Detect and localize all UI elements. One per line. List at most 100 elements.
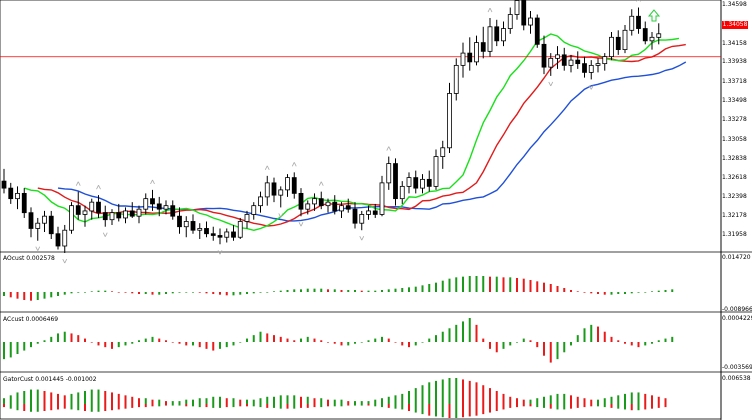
aocust-bar [259,292,262,293]
current-price-label: 1.34058 [722,21,748,29]
candle-body [8,187,14,200]
candle-body [190,221,196,231]
accust-bar [185,342,188,346]
gator-bar [387,404,390,408]
candle-body [474,42,479,63]
candle-body [204,228,209,235]
aocust-bar [603,292,606,295]
gator-bar [30,389,32,404]
candle-body [636,15,641,29]
gator-bar [104,391,107,404]
price-axis-tick: 1.33278 [722,116,747,123]
gator-bar [414,388,417,404]
gator-bar [144,404,147,408]
accust-bar [144,338,147,342]
gator-bar [205,404,208,408]
gator-bar [219,396,221,404]
gator-bar [529,404,532,407]
aocust-bar [624,292,626,294]
candle-body [339,205,344,212]
gator-bar [84,404,86,411]
fractal-down-marker [102,232,108,237]
candle-body [629,15,635,31]
aocust-bar [77,292,80,293]
accust-bar [77,335,80,342]
aocust-bar [111,291,113,292]
candle-body [75,205,81,215]
candle-body [298,192,304,210]
accust-bar [117,342,120,348]
gator-bar [205,398,208,404]
gator-bar [549,404,552,409]
aocust-bar [583,292,586,293]
accust-bar [529,340,532,342]
aocust-bar [232,292,235,296]
accust-bar [543,342,545,356]
accust-bar [428,338,431,342]
accust-bar [387,338,390,342]
aocust-bar [354,290,356,292]
candle-body [177,215,182,228]
gator-bar [570,395,572,404]
gator-bar [158,399,161,404]
aocust-bar [651,291,653,292]
gator-bar [441,379,444,404]
candle-body [548,57,554,68]
gator-bar [138,404,140,408]
candle-body [521,0,527,26]
gator-bar [16,392,19,404]
accust-bar [219,342,221,349]
fractal-down-marker [548,81,554,87]
aocust-bar [165,292,167,294]
gator-bar [111,392,113,404]
gator-bar [576,404,579,408]
accust-bar [644,342,647,346]
aocust-bar [57,292,59,296]
gator-bar [340,404,343,407]
gator-bar [219,404,221,408]
gator-bar [428,382,431,404]
aocust-bar [441,280,444,292]
accust-bar [414,342,417,346]
gator-bar [462,404,464,418]
gator-bar [529,399,532,404]
candle-body [237,221,243,238]
accust-bar [549,342,552,363]
gator-bar [225,404,228,408]
gator-bar [327,399,329,404]
candle-body [420,178,425,189]
accust-bar [617,340,620,342]
gator-bar [198,398,201,404]
gator-bar [70,404,73,410]
accust-bar [468,318,471,342]
gator-bar [212,404,215,408]
candle-body [480,42,486,52]
candle-body [642,28,648,42]
aocust-bar [171,292,174,294]
candle-body [82,210,88,215]
aocust-bar [630,292,633,294]
fractal-up-marker [487,7,493,13]
aocust-bar [401,288,404,292]
gator-bar [273,404,275,408]
aocust-bar [151,292,154,295]
accust-bar [360,342,363,343]
aocust-bar [144,292,147,294]
gator-bar [617,404,620,409]
gator-bar [563,393,566,404]
aocust-bar [219,292,221,295]
accust-bar [70,333,73,342]
candle-body [197,228,203,231]
aocust-bar [637,292,640,293]
gator-bar [293,395,296,404]
fractal-down-marker [359,236,365,241]
aocust-bar [36,292,39,300]
gator-bar [482,385,485,404]
accust-bar [178,342,181,344]
fractal-up-marker [75,181,81,186]
gator-bar [171,404,174,406]
accust-bar [320,340,323,342]
candle-body [62,229,68,247]
candle-body [312,198,317,205]
